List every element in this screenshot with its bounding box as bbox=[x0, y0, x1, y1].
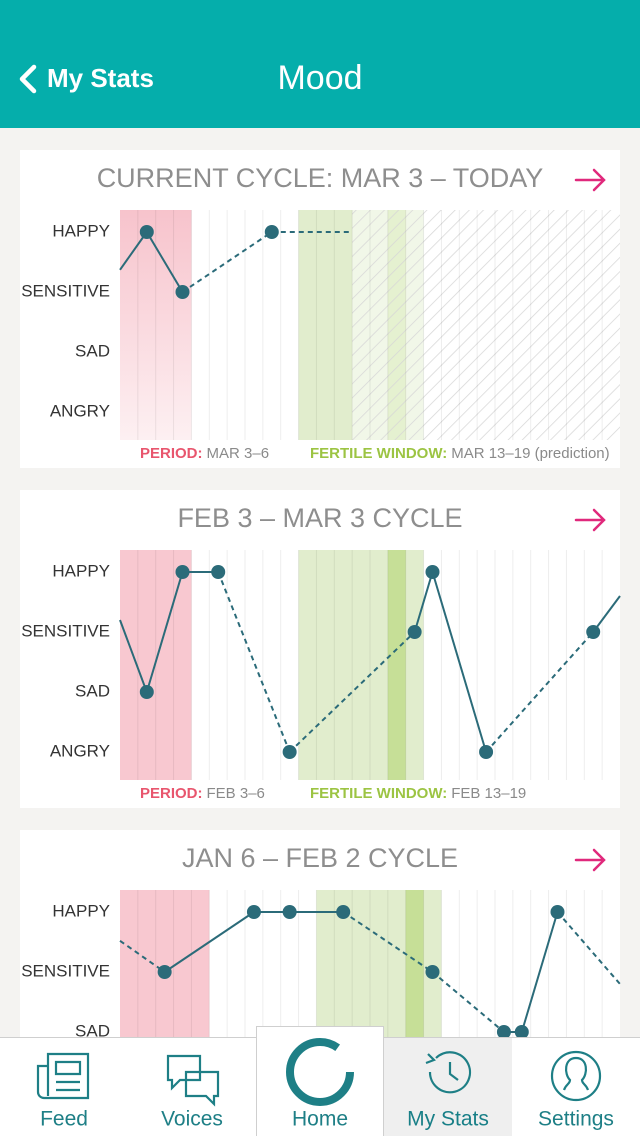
mood-segment bbox=[288, 631, 416, 753]
mood-dot bbox=[139, 685, 154, 699]
mood-dot bbox=[425, 965, 440, 979]
cards: CURRENT CYCLE: MAR 3 – TODAY HAPPY SENSITI… bbox=[20, 150, 621, 1136]
back-chevron[interactable] bbox=[19, 64, 37, 94]
period-label: PERIOD: bbox=[140, 445, 203, 462]
mood-level-label: ANGRY bbox=[50, 401, 110, 420]
mood-segment bbox=[431, 971, 505, 1033]
tab-selected-bg bbox=[384, 1038, 512, 1136]
mood-segment bbox=[119, 619, 148, 693]
mood-dot bbox=[246, 905, 261, 919]
mood-dot bbox=[336, 905, 351, 919]
card-arrow[interactable] bbox=[574, 508, 606, 532]
mood-level-label: ANGRY bbox=[50, 741, 110, 760]
back-label[interactable]: My Stats bbox=[47, 63, 154, 93]
mood-dot bbox=[211, 565, 226, 579]
fertile-dates: FEB 13–19 bbox=[451, 785, 526, 802]
tab-label[interactable]: Settings bbox=[538, 1108, 614, 1131]
mood-segment bbox=[520, 911, 559, 1033]
mood-dot bbox=[407, 625, 422, 639]
mood-card: FEB 3 – MAR 3 CYCLE HAPPY SENSITIVE SAD ANGR… bbox=[20, 490, 621, 808]
period-dates: FEB 3–6 bbox=[207, 785, 265, 802]
mood-level-label: SENSITIVE bbox=[21, 621, 110, 640]
mood-segment bbox=[556, 911, 621, 985]
mood-dot bbox=[175, 565, 190, 579]
mood-dot bbox=[550, 905, 565, 919]
mood-card: CURRENT CYCLE: MAR 3 – TODAY HAPPY SENSITI… bbox=[20, 150, 620, 468]
tab-label[interactable]: Feed bbox=[40, 1108, 88, 1131]
card-title: CURRENT CYCLE: MAR 3 – TODAY bbox=[97, 163, 544, 193]
mood-segment bbox=[592, 595, 621, 633]
period-dates: MAR 3–6 bbox=[207, 445, 270, 462]
mood-segment bbox=[431, 571, 488, 753]
settings-person bbox=[562, 1056, 590, 1091]
mood-level-label: HAPPY bbox=[52, 561, 110, 580]
mood-dot bbox=[496, 1025, 511, 1039]
header-bar bbox=[0, 0, 640, 128]
card-arrow[interactable] bbox=[574, 848, 606, 872]
ovulation-band bbox=[387, 550, 406, 780]
mood-segment bbox=[145, 571, 184, 693]
mood-dot bbox=[175, 285, 190, 299]
mood-level-label: HAPPY bbox=[52, 221, 110, 240]
mood-segment bbox=[119, 939, 166, 973]
mood-segment bbox=[164, 911, 255, 973]
stats-icon bbox=[425, 1051, 472, 1094]
settings-icon bbox=[550, 1050, 602, 1102]
tab-label[interactable]: My Stats bbox=[407, 1108, 489, 1131]
tab-bar: Feed Voices Home My Stats Settings bbox=[0, 1026, 640, 1136]
mood-dot bbox=[425, 565, 440, 579]
mood-dot bbox=[282, 905, 297, 919]
card-title: FEB 3 – MAR 3 CYCLE bbox=[177, 503, 462, 533]
voices-icon bbox=[166, 1054, 220, 1107]
home-icon bbox=[286, 1038, 354, 1106]
mood-level-label: HAPPY bbox=[52, 901, 110, 920]
mood-level-label: SENSITIVE bbox=[21, 961, 110, 980]
card-arrow[interactable] bbox=[574, 168, 606, 192]
tab-label[interactable]: Voices bbox=[161, 1108, 223, 1131]
mood-dot bbox=[264, 225, 279, 239]
mood-dot bbox=[586, 625, 601, 639]
card-title: JAN 6 – FEB 2 CYCLE bbox=[182, 843, 458, 873]
fertile-label: FERTILE WINDOW: bbox=[310, 785, 447, 802]
mood-dot bbox=[157, 965, 172, 979]
mood-dot bbox=[479, 745, 494, 759]
mood-segment bbox=[413, 571, 434, 633]
mood-dot bbox=[514, 1025, 529, 1039]
mood-segment bbox=[119, 231, 148, 271]
tab-label[interactable]: Home bbox=[292, 1108, 348, 1131]
mood-level-label: SENSITIVE bbox=[21, 281, 110, 300]
mood-level-label: SAD bbox=[75, 1021, 110, 1040]
tab-icons bbox=[36, 1038, 602, 1107]
period-label: PERIOD: bbox=[140, 785, 203, 802]
feed-icon bbox=[36, 1052, 90, 1100]
mood-segment bbox=[145, 231, 184, 293]
fertile-label: FERTILE WINDOW: bbox=[310, 445, 447, 462]
forecast-band bbox=[352, 210, 620, 440]
mood-level-label: SAD bbox=[75, 341, 110, 360]
mood-dot bbox=[139, 225, 154, 239]
screen-title: Mood bbox=[277, 59, 362, 97]
mood-dot bbox=[282, 745, 297, 759]
mood-level-label: SAD bbox=[75, 681, 110, 700]
fertile-dates: MAR 13–19 (prediction) bbox=[451, 445, 609, 462]
